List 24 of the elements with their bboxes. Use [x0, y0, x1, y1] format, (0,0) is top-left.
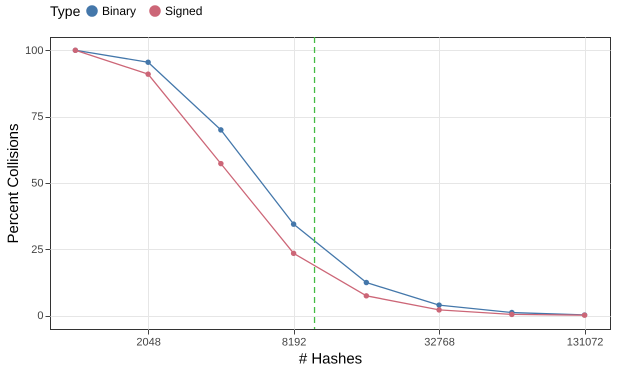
x-tick-label: 32768 [424, 336, 455, 348]
point [436, 307, 442, 313]
point [290, 221, 296, 227]
y-axis-title: Percent Collisions [5, 123, 22, 244]
x-tick-label: 2048 [136, 336, 161, 348]
legend-label: Binary [102, 4, 136, 18]
y-tick-label: 100 [25, 44, 44, 57]
point [218, 127, 224, 133]
x-tick-label: 8192 [282, 336, 306, 348]
y-tick-label: 50 [31, 178, 44, 190]
point [436, 302, 442, 308]
point [145, 71, 151, 77]
y-tick-label: 25 [31, 244, 44, 256]
x-axis-title: # Hashes [298, 350, 362, 368]
y-tick-label: 0 [37, 310, 44, 322]
point [290, 250, 296, 256]
point [218, 160, 224, 166]
point [364, 293, 370, 299]
x-tick-label: 131072 [566, 336, 604, 348]
legend-title: Type [50, 3, 81, 19]
legend-label: Signed [165, 4, 202, 18]
y-tick-label: 75 [31, 111, 44, 124]
point [364, 280, 370, 286]
point [145, 59, 151, 65]
